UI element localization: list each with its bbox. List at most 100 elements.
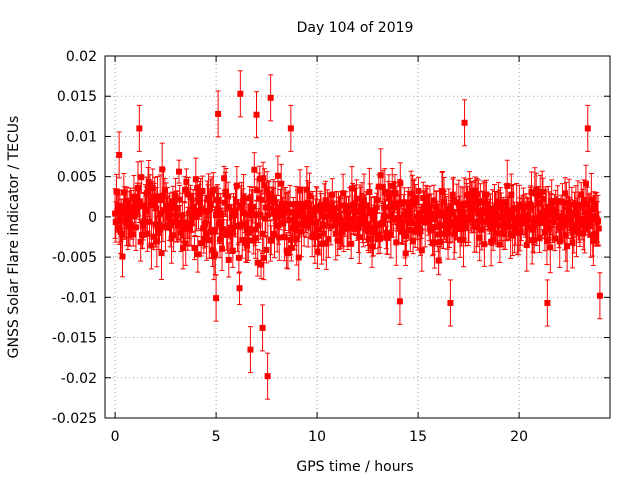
data-point <box>293 201 300 208</box>
data-point <box>543 207 550 214</box>
data-point <box>350 218 357 225</box>
data-point <box>153 238 160 245</box>
data-point <box>215 197 222 204</box>
y-tick-label: -0.025 <box>52 411 97 427</box>
data-point <box>466 190 473 197</box>
data-point <box>266 205 273 212</box>
data-point <box>136 203 143 210</box>
data-point <box>592 206 599 213</box>
data-point <box>215 110 222 117</box>
data-point <box>236 285 243 292</box>
data-point <box>494 215 501 222</box>
data-point <box>233 198 240 205</box>
data-point <box>494 230 501 237</box>
data-point <box>566 201 573 208</box>
data-point <box>315 226 322 233</box>
data-point <box>472 195 479 202</box>
data-point <box>510 205 517 212</box>
data-point <box>578 191 585 198</box>
data-point <box>544 299 551 306</box>
data-point <box>163 205 170 212</box>
x-tick-labels: 0 5 10 15 20 <box>111 429 528 445</box>
data-point <box>193 207 200 214</box>
data-point <box>243 211 250 218</box>
y-tick-labels: -0.025 -0.02 -0.015 -0.01 -0.005 0 0.005 0.01 0.… <box>52 49 97 427</box>
data-point <box>368 209 375 216</box>
data-point <box>435 257 442 264</box>
data-point <box>353 195 360 202</box>
data-point <box>392 190 399 197</box>
data-point <box>149 185 156 192</box>
data-point <box>228 224 235 231</box>
data-point <box>365 236 372 243</box>
data-point <box>265 190 272 197</box>
data-point <box>196 198 203 205</box>
data-point <box>208 228 215 235</box>
data-point <box>423 197 430 204</box>
data-point <box>217 211 224 218</box>
data-point <box>340 190 347 197</box>
data-point <box>257 211 264 218</box>
data-point <box>218 219 225 226</box>
data-point <box>523 242 530 249</box>
data-point <box>375 183 382 190</box>
data-point <box>249 203 256 210</box>
data-point <box>306 192 313 199</box>
data-point <box>237 221 244 228</box>
data-point <box>330 205 337 212</box>
data-point <box>358 206 365 213</box>
data-point <box>273 208 280 215</box>
data-point <box>362 217 369 224</box>
data-point <box>564 243 571 250</box>
data-point <box>379 184 386 191</box>
x-tick-label: 0 <box>111 429 120 445</box>
data-point <box>176 196 183 203</box>
data-point <box>131 213 138 220</box>
data-point <box>157 197 164 204</box>
data-point <box>287 236 294 243</box>
data-point <box>525 216 532 223</box>
data-point <box>575 222 582 229</box>
data-point <box>180 224 187 231</box>
data-point <box>215 207 222 214</box>
data-point <box>221 199 228 206</box>
data-point <box>315 232 322 239</box>
data-point <box>341 202 348 209</box>
data-point <box>399 223 406 230</box>
data-point <box>583 216 590 223</box>
data-point <box>168 235 175 242</box>
data-point <box>263 246 270 253</box>
data-point <box>448 210 455 217</box>
data-point <box>582 180 589 187</box>
y-axis-label: GNSS Solar Flare indicator / TECUs <box>6 116 22 359</box>
data-point <box>539 188 546 195</box>
data-point <box>217 236 224 243</box>
data-point <box>202 230 209 237</box>
data-point <box>194 251 201 258</box>
data-point <box>372 226 379 233</box>
data-point <box>298 228 305 235</box>
data-point <box>113 188 120 195</box>
data-point <box>377 235 384 242</box>
data-point <box>158 250 165 257</box>
data-point <box>170 232 177 239</box>
data-point <box>251 166 258 173</box>
data-point <box>381 204 388 211</box>
data-point <box>192 176 199 183</box>
data-point <box>537 192 544 199</box>
data-point <box>582 209 589 216</box>
data-point <box>226 203 233 210</box>
data-point <box>156 226 163 233</box>
data-point <box>408 190 415 197</box>
data-point <box>192 213 199 220</box>
data-point <box>282 206 289 213</box>
y-tick-label: 0.015 <box>57 89 97 105</box>
data-point <box>596 292 603 299</box>
data-point <box>471 187 478 194</box>
data-point <box>239 236 246 243</box>
data-point <box>436 239 443 246</box>
data-point <box>371 208 378 215</box>
y-tick-label: 0.01 <box>66 129 97 145</box>
data-point <box>360 197 367 204</box>
data-point <box>182 186 189 193</box>
